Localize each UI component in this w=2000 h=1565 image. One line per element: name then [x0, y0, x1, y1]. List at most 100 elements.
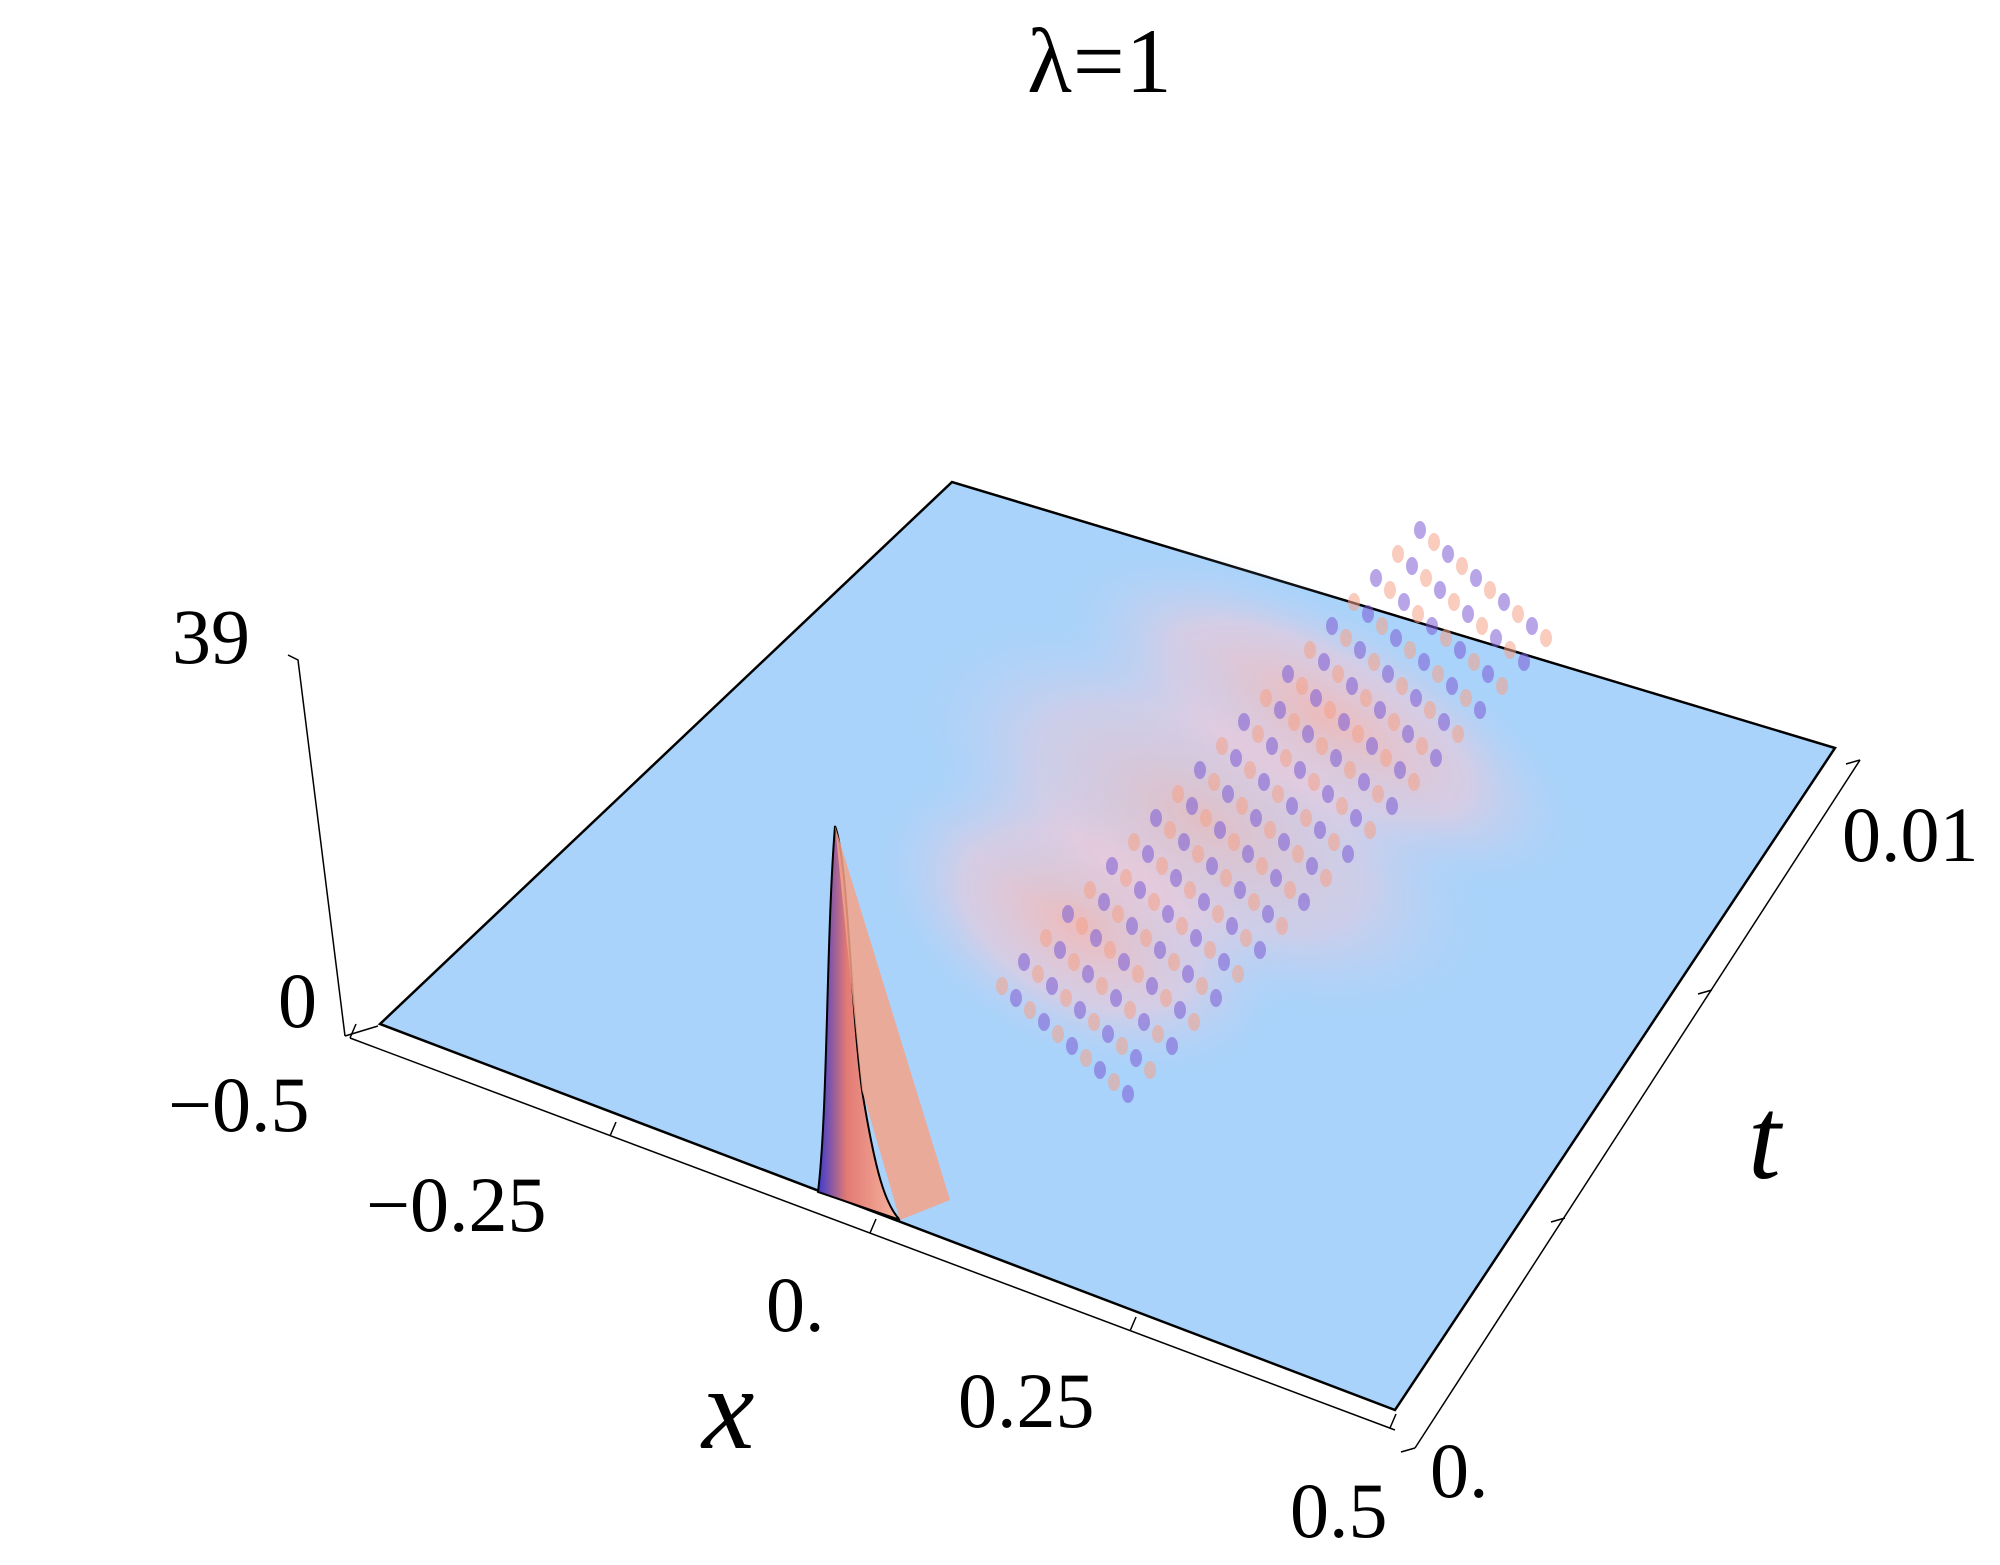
ripple-mark [1194, 761, 1206, 779]
ripple-mark [1504, 641, 1516, 659]
ripple-mark [1372, 785, 1384, 803]
ripple-mark [1024, 1001, 1036, 1019]
ripple-mark [1276, 917, 1288, 935]
ripple-mark [1426, 617, 1438, 635]
ripple-mark [1150, 809, 1162, 827]
ripple-mark [1360, 689, 1372, 707]
ripple-mark [1518, 653, 1530, 671]
ripple-mark [1032, 965, 1044, 983]
ripple-mark [1052, 1025, 1064, 1043]
ripple-mark [1206, 857, 1218, 875]
ripple-mark [1146, 977, 1158, 995]
ripple-mark [1320, 869, 1332, 887]
ripple-mark [1376, 617, 1388, 635]
ripple-mark [1300, 809, 1312, 827]
ripple-mark [1096, 977, 1108, 995]
ripple-mark [1228, 833, 1240, 851]
ripple-mark [1182, 965, 1194, 983]
ripple-mark [1256, 857, 1268, 875]
z-axis-base [344, 1025, 379, 1037]
ripple-mark [1272, 785, 1284, 803]
ripple-mark [1198, 893, 1210, 911]
ripple-mark [1384, 581, 1396, 599]
ripple-mark [1442, 545, 1454, 563]
x-tick-label: 0.5 [1290, 1467, 1388, 1554]
ripple-mark [1046, 977, 1058, 995]
ripple-mark [1318, 653, 1330, 671]
ripple-mark [1112, 905, 1124, 923]
ripple-mark [1196, 977, 1208, 995]
ripple-mark [1420, 569, 1432, 587]
ripple-mark [1316, 737, 1328, 755]
z-tick-label-max: 39 [172, 593, 250, 680]
ripple-mark [1394, 761, 1406, 779]
ripple-mark [1418, 653, 1430, 671]
ripple-mark [1234, 881, 1246, 899]
t-tick-mark [1400, 1447, 1416, 1453]
ripple-mark [1434, 581, 1446, 599]
ripple-mark [1068, 953, 1080, 971]
ripple-mark [1286, 797, 1298, 815]
ripple-mark [1062, 905, 1074, 923]
x-tick-mark [869, 1218, 877, 1234]
ripple-mark [1386, 797, 1398, 815]
ripple-mark [1496, 677, 1508, 695]
ripple-mark [1200, 809, 1212, 827]
ripple-mark [1490, 629, 1502, 647]
ripple-mark [1124, 1001, 1136, 1019]
ripple-mark [1476, 617, 1488, 635]
t-tick-marks [1400, 759, 1861, 1453]
ripple-mark [1392, 545, 1404, 563]
ripple-mark [1440, 629, 1452, 647]
ripple-mark [1108, 1073, 1120, 1091]
ripple-mark [1102, 1025, 1114, 1043]
ripple-mark [1088, 1013, 1100, 1031]
ripple-mark [1142, 845, 1154, 863]
ripple-mark [1364, 821, 1376, 839]
ripple-mark [1368, 653, 1380, 671]
t-tick-label: 0.01 [1842, 791, 1979, 878]
ripple-mark [1498, 593, 1510, 611]
ripple-mark [1104, 941, 1116, 959]
ripple-mark [1082, 965, 1094, 983]
ripple-mark [1188, 1013, 1200, 1031]
ripple-mark [1144, 1061, 1156, 1079]
ripple-mark [1152, 1025, 1164, 1043]
ripple-mark [1216, 737, 1228, 755]
ripple-mark [1140, 929, 1152, 947]
x-axis-label: x [702, 1343, 755, 1474]
ripple-mark [1242, 845, 1254, 863]
ripple-mark [1410, 689, 1422, 707]
z-tick-label-min: 0 [278, 957, 317, 1044]
ripple-mark [1470, 569, 1482, 587]
ripple-mark [1336, 797, 1348, 815]
t-tick-mark [1845, 759, 1861, 765]
ripple-mark [1132, 965, 1144, 983]
ripple-mark [1404, 641, 1416, 659]
ripple-mark [1390, 629, 1402, 647]
ripple-mark [1358, 773, 1370, 791]
ripple-mark [1540, 629, 1552, 647]
t-tick-mark [1550, 1217, 1566, 1223]
ripple-marks [996, 521, 1552, 1103]
ripple-mark [1080, 1049, 1092, 1067]
ripple-mark [1438, 713, 1450, 731]
ripple-mark [1428, 533, 1440, 551]
ripple-mark [1160, 989, 1172, 1007]
ripple-mark [1370, 569, 1382, 587]
ripple-mark [1222, 785, 1234, 803]
ripple-mark [1278, 833, 1290, 851]
ripple-mark [1416, 737, 1428, 755]
ripple-mark [1168, 953, 1180, 971]
x-tick-mark [349, 1023, 357, 1039]
ripple-mark [1352, 725, 1364, 743]
ripple-mark [1398, 593, 1410, 611]
ripple-mark [1094, 1061, 1106, 1079]
ripple-mark [1116, 1037, 1128, 1055]
ripple-mark [1332, 665, 1344, 683]
ripple-mark [1214, 821, 1226, 839]
ripple-mark [1174, 1001, 1186, 1019]
ripple-mark [1076, 917, 1088, 935]
ripple-mark [1340, 629, 1352, 647]
